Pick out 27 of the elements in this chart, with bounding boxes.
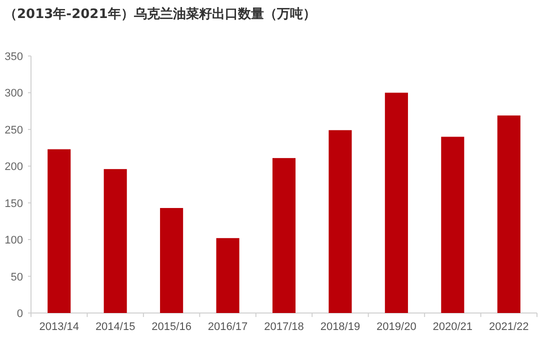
y-tick-label: 200 [4,161,23,174]
x-tick-label: 2020/21 [432,321,473,333]
bar [441,136,464,313]
x-tick-label: 2014/15 [95,321,136,333]
bar [272,158,296,313]
y-tick-label: 150 [4,198,23,210]
y-tick-label: 100 [4,234,23,247]
x-tick-label: 2016/17 [208,321,248,333]
y-tick-label: 300 [4,88,23,100]
bar [216,238,240,313]
bar [104,169,127,313]
bar [48,149,71,313]
x-tick-label: 2021/22 [489,321,529,333]
bar [328,130,352,313]
x-tick-label: 2019/20 [376,321,416,333]
x-tick-label: 2013/14 [39,321,79,333]
bar [384,92,408,313]
y-tick-label: 50 [10,271,23,284]
x-tick-label: 2017/18 [264,321,304,333]
y-tick-label: 250 [4,124,23,136]
bar [497,115,520,313]
bar [160,208,184,313]
chart-title: （2013年-2021年）乌克兰油菜籽出口数量（万吨） [4,6,316,22]
x-tick-label: 2018/19 [320,321,360,333]
x-tick-label: 2015/16 [152,321,192,333]
y-tick-label: 350 [4,51,23,63]
y-tick-label: 0 [16,308,23,320]
